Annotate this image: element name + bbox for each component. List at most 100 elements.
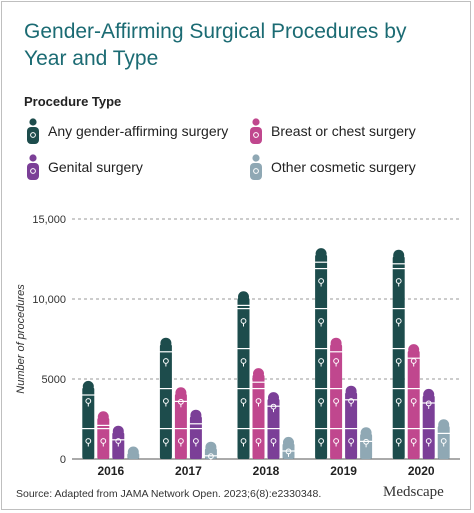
bar-body <box>174 393 187 459</box>
figure-head <box>238 291 249 303</box>
figure-divider <box>392 308 406 310</box>
figure-head <box>97 411 109 423</box>
y-tick-label: 0 <box>60 454 66 466</box>
bar <box>204 441 218 462</box>
figure-head <box>423 388 435 400</box>
figure-head <box>330 337 342 349</box>
figure-divider <box>81 394 95 396</box>
y-tick-label: 10,000 <box>32 294 66 306</box>
gender-symbol <box>395 318 402 324</box>
figure-head <box>393 249 405 261</box>
figure-divider <box>252 428 265 430</box>
bar <box>329 337 343 459</box>
source-note: Source: Adapted from JAMA Network Open. … <box>16 488 322 500</box>
bar <box>314 248 328 459</box>
figure-divider <box>126 460 140 462</box>
bar <box>392 249 406 459</box>
x-tick-label: 2019 <box>330 464 357 477</box>
figure-head <box>175 387 187 399</box>
figure-divider <box>96 424 110 426</box>
bar-body <box>315 254 328 459</box>
figure-divider <box>422 402 436 404</box>
figure-divider <box>174 400 188 402</box>
gender-symbol <box>318 318 325 324</box>
figure-divider <box>314 268 328 270</box>
figure-divider <box>359 440 373 442</box>
bar-body <box>189 416 202 459</box>
bar <box>344 385 358 459</box>
figure-divider <box>174 428 188 430</box>
figure-divider <box>267 428 280 430</box>
x-tick-label: 2017 <box>175 464 202 477</box>
figure-divider <box>159 388 173 390</box>
bar <box>189 409 203 459</box>
figure-divider <box>111 439 125 441</box>
figure-head <box>190 409 202 421</box>
bar <box>359 427 373 459</box>
gender-symbol <box>318 278 325 284</box>
bar-body <box>345 392 358 459</box>
figure-divider <box>282 450 295 452</box>
x-tick-label: 2020 <box>408 464 435 477</box>
figure-divider <box>329 388 343 390</box>
figure-divider <box>392 263 406 265</box>
legend-item-any: Any gender-affirming surgery <box>26 118 228 144</box>
person-gender-icon <box>27 154 39 180</box>
figure-divider <box>237 428 250 430</box>
legend-item-genital: Genital surgery <box>26 154 143 180</box>
gender-symbol <box>285 448 292 455</box>
figure-divider <box>237 304 250 306</box>
y-axis-label: Number of procedures <box>15 284 27 394</box>
x-tick-label: 2018 <box>253 464 280 477</box>
figure-divider <box>81 428 95 430</box>
figure-divider <box>252 388 265 390</box>
bar-body <box>159 344 172 459</box>
gender-symbol <box>425 400 432 407</box>
figure-head <box>82 380 94 392</box>
chart-title: Gender-Affirming Surgical Procedures by … <box>24 20 407 70</box>
bar-body <box>392 256 405 459</box>
y-tick-label: 5000 <box>42 374 66 386</box>
bar-body <box>82 387 95 459</box>
figure-divider <box>252 381 265 383</box>
figure-divider <box>407 428 421 430</box>
bar <box>407 344 421 459</box>
bar-body <box>252 374 265 459</box>
y-tick-label: 15,000 <box>32 214 66 226</box>
bar <box>282 436 295 459</box>
figure-head <box>283 436 294 448</box>
figure-divider <box>329 428 343 430</box>
brand-logo: Medscape <box>383 484 444 500</box>
figure-divider <box>422 428 436 430</box>
figure-divider <box>189 423 203 425</box>
figure-divider <box>314 348 328 350</box>
person-gender-icon <box>250 118 262 144</box>
figure-divider <box>344 399 358 401</box>
bar <box>437 419 451 459</box>
gender-symbol <box>395 278 402 284</box>
figure-divider <box>314 428 328 430</box>
legend-item-breast: Breast or chest surgery <box>249 118 416 144</box>
bar <box>267 392 280 459</box>
bar <box>81 380 95 459</box>
x-tick-label: 2016 <box>97 464 124 477</box>
bar <box>96 411 110 459</box>
figure-divider <box>237 388 250 390</box>
person-gender-icon <box>27 118 39 144</box>
figure-head <box>408 344 420 356</box>
legend-label-breast: Breast or chest surgery <box>271 123 416 139</box>
figure-head <box>360 427 372 439</box>
pictogram-bar-chart: 0 5000 10,000 15,000 Number of procedures 201… <box>15 214 460 477</box>
figure-divider <box>314 388 328 390</box>
legend-title: Procedure Type <box>24 94 122 109</box>
bar <box>126 446 140 462</box>
figure-divider <box>344 428 358 430</box>
figure-head <box>253 368 264 380</box>
figure-divider <box>329 351 343 353</box>
gender-symbol <box>240 318 247 324</box>
figure-head <box>268 392 279 404</box>
bar <box>422 388 436 459</box>
figure-divider <box>437 432 451 434</box>
figure-divider <box>392 268 406 270</box>
